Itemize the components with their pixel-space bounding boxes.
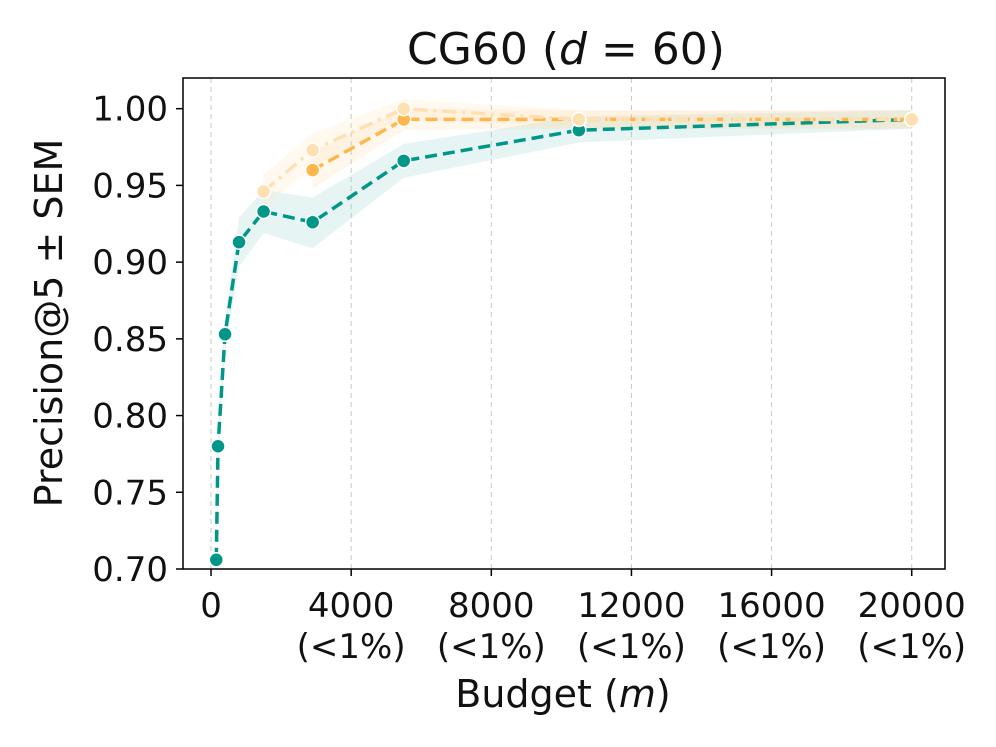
y-tick-label: 0.80 xyxy=(92,397,168,437)
plot-frame xyxy=(182,77,946,570)
series-light-orange-point xyxy=(395,100,412,117)
x-tick-layer: 0 4000(<1%)8000(<1%)12000(<1%)16000(<1%)2… xyxy=(200,569,966,667)
series-light-orange-point xyxy=(903,111,920,128)
y-tick-layer: 0.70 0.75 0.80 0.85 0.90 0.95 1.00 xyxy=(92,90,183,590)
series-teal-line xyxy=(214,117,912,560)
x-tick-label: 4000 xyxy=(308,586,395,626)
series-light-orange-sem-band xyxy=(263,99,912,209)
series-light-orange-line xyxy=(262,106,912,193)
x-tick-sublabel: (<1%) xyxy=(297,627,406,667)
series-light-orange-point xyxy=(304,142,321,158)
series-teal-point xyxy=(210,438,226,454)
series-line-layer xyxy=(214,106,912,560)
y-tick-label: 0.95 xyxy=(92,166,168,206)
sem-band-layer xyxy=(216,99,912,574)
series-teal-point xyxy=(208,552,225,568)
x-tick-label: 8000 xyxy=(448,586,535,626)
marker-layer xyxy=(208,100,920,568)
series-light-orange-point xyxy=(571,111,587,128)
x-axis-label: Budget (m) xyxy=(455,672,670,716)
x-tick-sublabel: (<1%) xyxy=(717,627,826,667)
y-tick-label: 0.70 xyxy=(92,550,168,590)
x-tick-sublabel: (<1%) xyxy=(437,627,546,667)
x-tick-label: 12000 xyxy=(577,586,685,626)
y-axis-label: Precision@5 ± SEM xyxy=(27,139,71,508)
series-teal-point xyxy=(304,214,321,230)
series-teal-point xyxy=(231,234,247,250)
x-tick-sublabel: (<1%) xyxy=(857,627,966,667)
x-tick-label: 16000 xyxy=(717,586,825,626)
series-light-orange-point xyxy=(255,183,272,200)
series-teal-point xyxy=(255,203,272,220)
series-orange-sem-band xyxy=(312,108,912,189)
series-teal-point xyxy=(217,326,233,342)
y-tick-label: 0.75 xyxy=(92,473,168,513)
x-tick-label: 0 xyxy=(200,586,222,626)
y-tick-label: 0.90 xyxy=(92,243,168,283)
chart-title: CG60 (d = 60) xyxy=(407,24,725,75)
x-tick-label: 20000 xyxy=(858,586,966,626)
y-tick-label: 0.85 xyxy=(92,320,168,360)
grid-layer xyxy=(210,78,913,569)
series-teal-point xyxy=(395,153,412,169)
series-orange-line xyxy=(311,117,912,172)
series-orange-point xyxy=(304,162,321,178)
y-tick-label: 1.00 xyxy=(92,90,168,130)
x-tick-sublabel: (<1%) xyxy=(577,627,686,667)
